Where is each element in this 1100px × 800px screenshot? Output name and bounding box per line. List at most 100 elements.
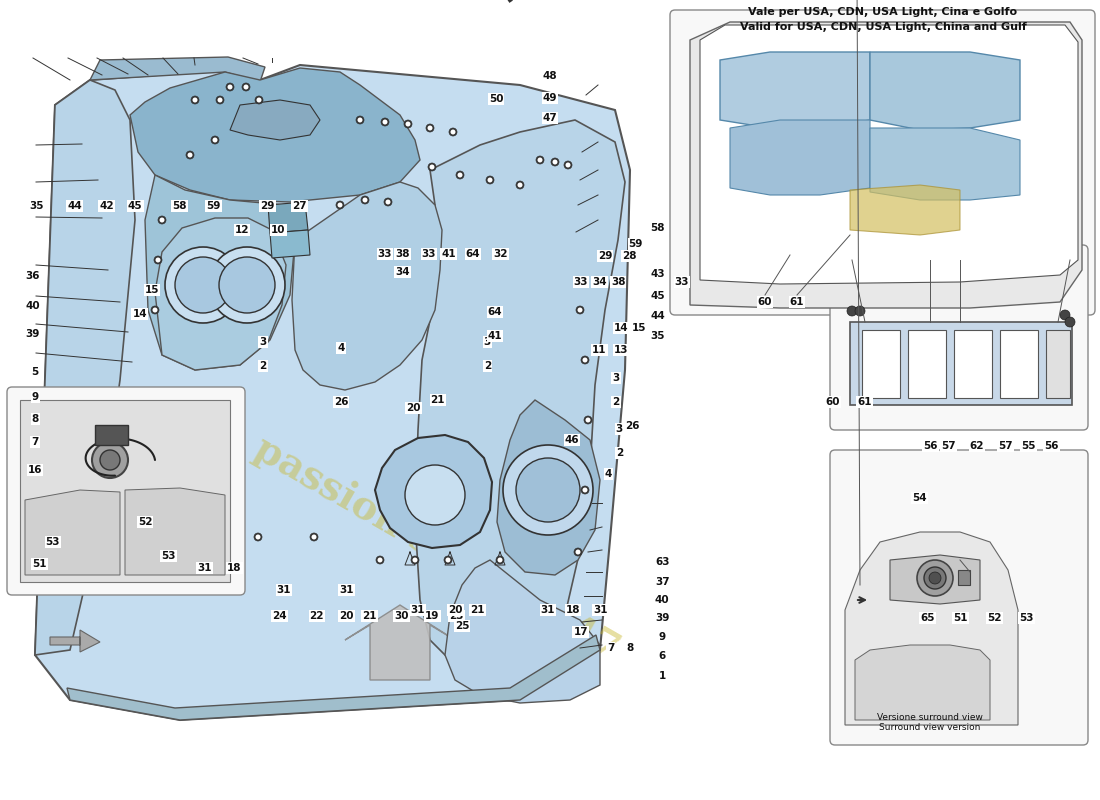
Circle shape xyxy=(412,558,418,562)
Circle shape xyxy=(361,196,368,204)
Text: 61: 61 xyxy=(857,397,872,406)
Circle shape xyxy=(363,198,367,202)
Circle shape xyxy=(578,307,583,313)
Polygon shape xyxy=(497,400,600,575)
Polygon shape xyxy=(730,120,870,195)
Circle shape xyxy=(212,138,218,142)
Circle shape xyxy=(186,151,194,159)
Circle shape xyxy=(158,216,166,224)
Circle shape xyxy=(384,198,392,206)
Text: 6: 6 xyxy=(659,651,666,661)
Text: 46: 46 xyxy=(564,435,580,445)
Text: a passion since 1947: a passion since 1947 xyxy=(214,410,626,670)
Circle shape xyxy=(930,572,940,584)
Text: 57: 57 xyxy=(998,441,1013,450)
FancyBboxPatch shape xyxy=(830,450,1088,745)
FancyBboxPatch shape xyxy=(7,387,245,595)
Polygon shape xyxy=(35,65,630,720)
Circle shape xyxy=(497,558,503,562)
Polygon shape xyxy=(446,560,600,703)
Text: 8: 8 xyxy=(32,414,39,424)
Circle shape xyxy=(336,201,344,209)
Text: 30: 30 xyxy=(394,611,409,621)
Text: 31: 31 xyxy=(276,586,292,595)
Text: 56: 56 xyxy=(923,441,938,450)
Polygon shape xyxy=(1000,330,1038,398)
Text: Valid for USA, CDN, USA Light, China and Gulf: Valid for USA, CDN, USA Light, China and… xyxy=(739,22,1026,32)
Circle shape xyxy=(451,130,455,134)
Circle shape xyxy=(385,199,390,205)
Text: 27: 27 xyxy=(292,202,307,211)
Text: 53: 53 xyxy=(161,551,176,561)
Polygon shape xyxy=(700,25,1078,284)
Circle shape xyxy=(209,247,285,323)
Polygon shape xyxy=(125,488,226,575)
Circle shape xyxy=(486,176,494,184)
Text: 59: 59 xyxy=(628,239,643,249)
Text: 31: 31 xyxy=(540,605,556,614)
Polygon shape xyxy=(155,218,286,370)
Polygon shape xyxy=(90,57,265,82)
Text: 16: 16 xyxy=(28,466,43,475)
Circle shape xyxy=(383,119,387,125)
Circle shape xyxy=(219,257,275,313)
Text: Versione surround view
Surround view version: Versione surround view Surround view ver… xyxy=(877,713,983,732)
Text: 45: 45 xyxy=(128,202,143,211)
Polygon shape xyxy=(855,645,990,720)
Polygon shape xyxy=(95,425,128,445)
Text: 2: 2 xyxy=(484,361,491,370)
Text: 33: 33 xyxy=(674,277,690,286)
Circle shape xyxy=(538,158,542,162)
Circle shape xyxy=(458,173,462,178)
Text: 38: 38 xyxy=(610,277,626,286)
Circle shape xyxy=(358,118,363,122)
Circle shape xyxy=(583,487,587,493)
Circle shape xyxy=(565,162,571,167)
Polygon shape xyxy=(845,532,1018,725)
Text: 60: 60 xyxy=(758,297,772,307)
Text: 61: 61 xyxy=(790,297,804,307)
Text: 34: 34 xyxy=(395,267,410,277)
Text: 20: 20 xyxy=(448,605,463,614)
Text: 60: 60 xyxy=(825,397,840,406)
Text: 43: 43 xyxy=(650,269,666,278)
Circle shape xyxy=(155,258,161,262)
Text: 5: 5 xyxy=(32,367,39,377)
Circle shape xyxy=(585,418,591,422)
Text: 59: 59 xyxy=(206,202,221,211)
Circle shape xyxy=(847,306,857,316)
Text: 14: 14 xyxy=(614,323,629,333)
Text: 25: 25 xyxy=(454,621,470,630)
Circle shape xyxy=(446,558,451,562)
Circle shape xyxy=(516,181,524,189)
Text: 2: 2 xyxy=(260,361,266,370)
Circle shape xyxy=(456,171,464,179)
Text: 54: 54 xyxy=(912,493,927,502)
Text: 45: 45 xyxy=(650,291,666,301)
Circle shape xyxy=(1065,317,1075,327)
Polygon shape xyxy=(954,330,992,398)
Text: 57: 57 xyxy=(940,441,956,450)
Polygon shape xyxy=(268,202,308,233)
Text: 31: 31 xyxy=(410,605,426,614)
Text: 52: 52 xyxy=(987,613,1002,622)
Text: 48: 48 xyxy=(542,71,558,81)
Circle shape xyxy=(449,128,456,136)
Text: 14: 14 xyxy=(132,310,147,319)
Text: 52: 52 xyxy=(138,518,153,527)
Text: 41: 41 xyxy=(441,249,456,258)
Text: 26: 26 xyxy=(625,421,640,430)
Circle shape xyxy=(212,534,218,539)
Text: 56: 56 xyxy=(1044,441,1059,450)
Circle shape xyxy=(381,118,389,126)
Circle shape xyxy=(216,96,224,104)
Text: Vale per USA, CDN, USA Light, Cina e Golfo: Vale per USA, CDN, USA Light, Cina e Gol… xyxy=(748,7,1018,17)
Text: 36: 36 xyxy=(25,271,41,281)
Text: 12: 12 xyxy=(234,225,250,234)
Circle shape xyxy=(178,506,186,514)
Polygon shape xyxy=(415,120,625,665)
Text: 7: 7 xyxy=(32,438,39,447)
Circle shape xyxy=(404,120,412,128)
Circle shape xyxy=(575,550,581,554)
Text: 3: 3 xyxy=(616,424,623,434)
